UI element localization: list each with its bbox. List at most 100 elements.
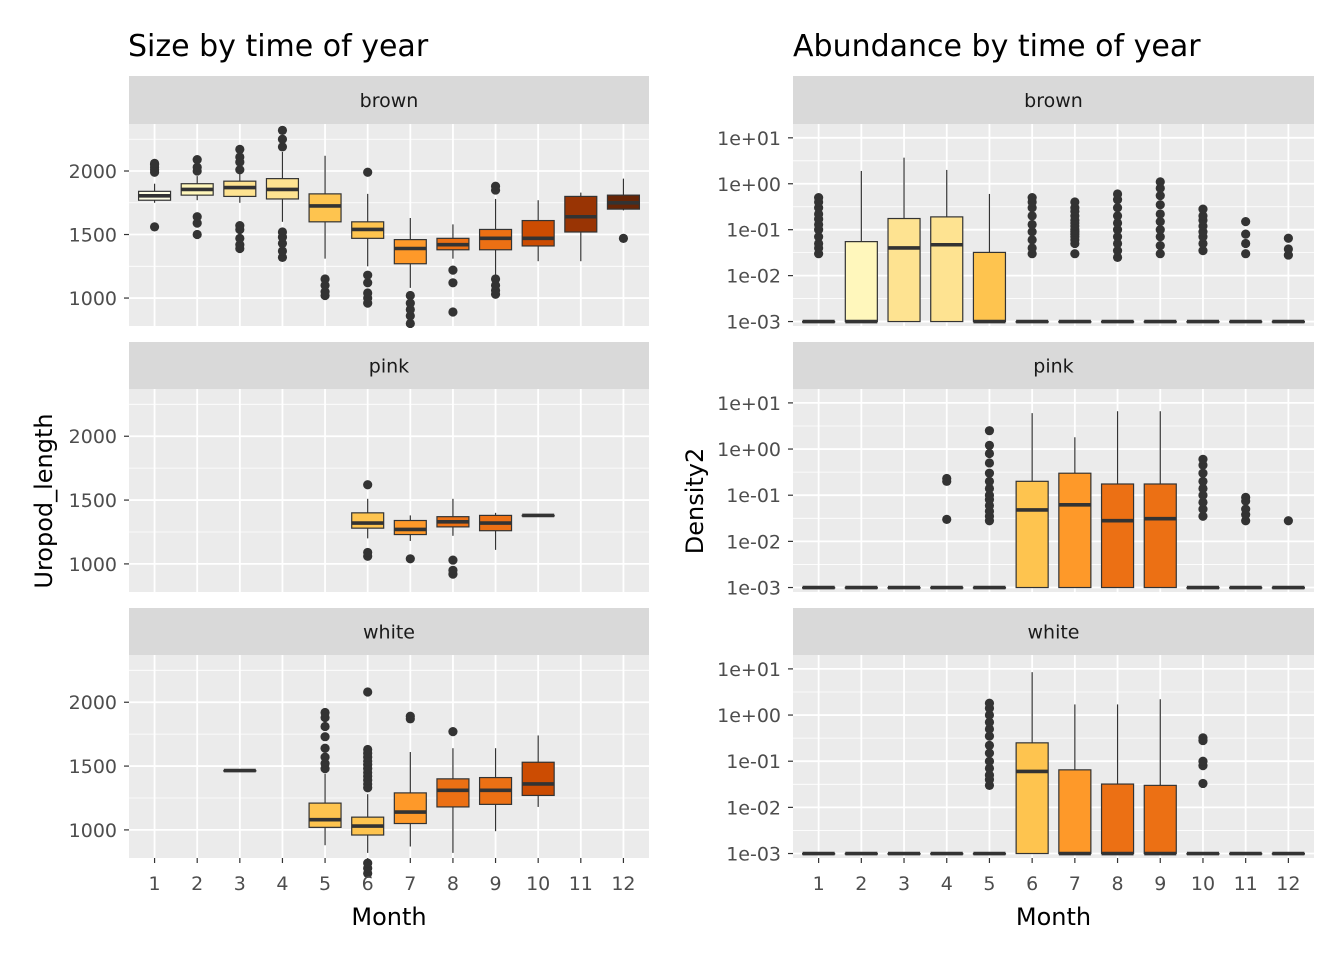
- outlier-point: [192, 218, 202, 228]
- box-month-12: [1271, 233, 1305, 324]
- outlier-point: [277, 142, 288, 152]
- outlier-point: [448, 278, 458, 288]
- outlier-point: [320, 274, 330, 284]
- outlier-point: [1027, 219, 1037, 230]
- outlier-point: [363, 687, 373, 697]
- box-month-8: [436, 727, 470, 853]
- panel-background: [793, 389, 1314, 592]
- outlier-point: [405, 298, 415, 308]
- box-month-10: [1186, 733, 1220, 856]
- outlier-point: [235, 152, 245, 162]
- y-tick-label: 2000: [69, 161, 117, 183]
- outlier-point: [149, 222, 160, 232]
- box: [1015, 742, 1049, 855]
- outlier-point: [1070, 249, 1080, 259]
- outlier-point: [363, 858, 373, 868]
- outlier-point: [984, 458, 995, 468]
- outlier-point: [984, 740, 995, 751]
- outlier-point: [405, 311, 415, 321]
- facet-label: pink: [1033, 356, 1073, 378]
- box-month-7: [1058, 704, 1092, 856]
- outlier-point: [1112, 252, 1123, 262]
- box: [1100, 783, 1135, 855]
- box-month-5: [308, 155, 342, 301]
- box-month-1: [802, 585, 836, 590]
- outlier-point: [1112, 238, 1123, 249]
- outlier-point: [405, 304, 415, 315]
- outlier-point: [1155, 209, 1165, 219]
- y-tick-label: 1e-02: [726, 266, 781, 288]
- outlier-point: [1155, 191, 1165, 201]
- y-tick-label: 1e+01: [717, 128, 781, 150]
- facet-strip: [793, 608, 1314, 655]
- box-month-3: [887, 585, 921, 590]
- outlier-point: [1241, 216, 1251, 227]
- box-month-8: [1100, 189, 1135, 324]
- outlier-point: [1198, 238, 1208, 249]
- outlier-point: [363, 270, 373, 280]
- outlier-point: [235, 240, 245, 250]
- x-tick-label: 11: [569, 873, 593, 895]
- chart-title: Size by time of year: [128, 29, 429, 64]
- y-axis-title: Uropod_length: [30, 413, 58, 588]
- outlier-point: [149, 158, 160, 168]
- box-month-9: [1143, 177, 1177, 324]
- outlier-point: [1198, 504, 1208, 514]
- box: [564, 195, 598, 233]
- panel-background: [129, 389, 649, 592]
- box-month-8: [1100, 411, 1135, 589]
- box: [521, 761, 555, 797]
- box-month-11: [564, 192, 598, 262]
- box-month-7: [1058, 197, 1092, 324]
- outlier-point: [490, 274, 501, 284]
- box: [844, 241, 878, 323]
- outlier-point: [1112, 211, 1123, 221]
- outlier-point: [1283, 233, 1293, 243]
- x-tick-label: 1: [149, 873, 161, 895]
- outlier-point: [1198, 733, 1208, 743]
- box-month-5: [308, 707, 342, 846]
- outlier-point: [984, 426, 995, 436]
- outlier-point: [1198, 497, 1208, 507]
- y-tick-label: 1e-02: [726, 531, 781, 553]
- chart-1: Size by time of yearbrown100015002000pin…: [30, 29, 649, 931]
- x-tick-label: 4: [276, 873, 288, 895]
- y-tick-label: 1500: [69, 490, 117, 512]
- outlier-point: [320, 287, 330, 297]
- box-month-11: [1229, 492, 1263, 590]
- box-month-11: [1229, 851, 1263, 856]
- facet-pink: pink 1000 1500 2000: [69, 342, 649, 592]
- x-tick-label: 10: [1191, 873, 1215, 895]
- outlier-point: [1198, 454, 1208, 464]
- box-month-10: [1186, 454, 1220, 590]
- box-month-12: [606, 178, 641, 243]
- box-month-9: [1143, 411, 1177, 589]
- outlier-point: [1155, 183, 1165, 193]
- outlier-point: [1241, 249, 1251, 259]
- outlier-point: [1198, 511, 1208, 521]
- outlier-point: [984, 731, 995, 741]
- box-month-6: [351, 687, 385, 878]
- outlier-point: [448, 265, 458, 275]
- x-tick-label: 8: [1112, 873, 1124, 895]
- box-month-4: [930, 473, 964, 590]
- y-tick-label: 1e-02: [726, 797, 781, 819]
- outlier-point: [1198, 778, 1208, 789]
- outlier-point: [235, 144, 245, 155]
- y-axis-title: Density2: [681, 448, 709, 555]
- outlier-point: [363, 744, 373, 755]
- outlier-point: [277, 125, 288, 135]
- box-month-6: [1015, 672, 1049, 855]
- outlier-point: [320, 721, 330, 732]
- x-tick-label: 3: [898, 873, 910, 895]
- y-tick-label: 2000: [69, 426, 117, 448]
- box-month-2: [844, 585, 878, 590]
- box-month-2: [844, 851, 878, 856]
- outlier-point: [1155, 249, 1165, 259]
- outlier-point: [192, 154, 202, 165]
- box-month-5: [972, 698, 1007, 856]
- outlier-point: [320, 732, 330, 742]
- outlier-point: [192, 229, 202, 240]
